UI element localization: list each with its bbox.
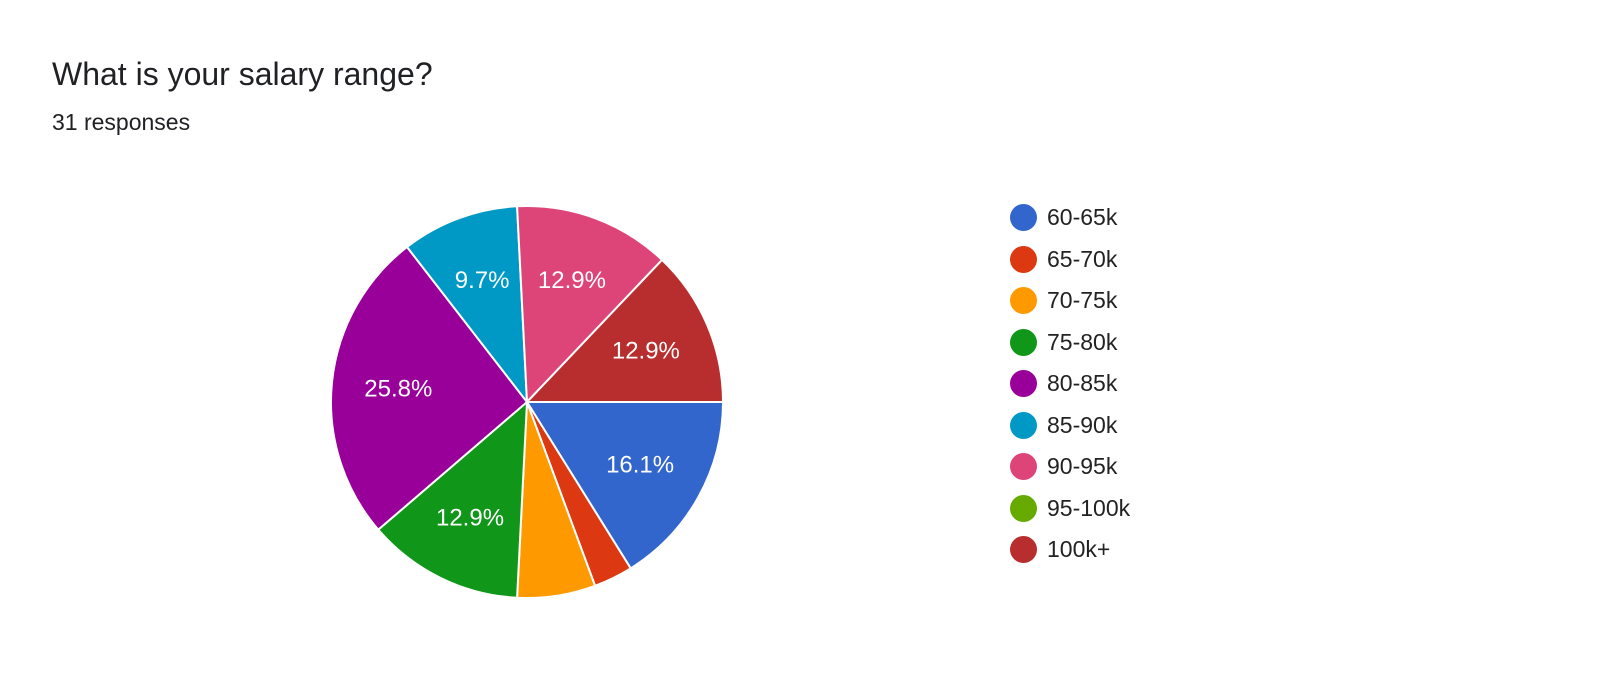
legend-label: 90-95k (1047, 453, 1118, 480)
pie-slice-60-65k (525, 401, 725, 570)
slice-label-85-90k: 9.7% (455, 267, 510, 294)
legend-label: 85-90k (1047, 411, 1118, 438)
slice-label-75-80k: 12.9% (436, 505, 504, 532)
legend-label: 100k+ (1047, 536, 1111, 563)
legend-swatch (1010, 411, 1037, 439)
legend-swatch (1010, 245, 1037, 273)
legend-label: 60-65k (1047, 204, 1118, 231)
legend-item-95-100k: 95-100k (1010, 488, 1130, 530)
legend-item-100k: 100k+ (1010, 529, 1130, 571)
legend-item-70-75k: 70-75k (1010, 280, 1130, 322)
slice-label-100k: 12.9% (612, 337, 680, 364)
legend-label: 75-80k (1047, 328, 1118, 355)
response-count: 31 responses (52, 109, 191, 135)
legend-item-75-80k: 75-80k (1010, 322, 1130, 364)
slice-label-60-65k: 16.1% (606, 451, 674, 478)
legend-item-60-65k: 60-65k (1010, 197, 1130, 239)
legend-label: 80-85k (1047, 370, 1118, 397)
legend-item-65-70k: 65-70k (1010, 239, 1130, 281)
legend-item-90-95k: 90-95k (1010, 446, 1130, 488)
legend-item-80-85k: 80-85k (1010, 363, 1130, 405)
question-title: What is your salary range? (52, 56, 433, 92)
pie-slice-85-90k (405, 205, 529, 406)
pie-slice-100k (524, 258, 725, 403)
slice-label-90-95k: 12.9% (538, 267, 606, 294)
legend-swatch (1010, 204, 1037, 232)
legend-swatch (1010, 494, 1037, 522)
pie-slice-90-95k (516, 205, 664, 405)
legend-label: 65-70k (1047, 245, 1118, 272)
legend-label: 70-75k (1047, 287, 1118, 314)
legend-swatch (1010, 453, 1037, 481)
legend-swatch (1010, 328, 1037, 356)
legend-label: 95-100k (1047, 494, 1131, 521)
legend-swatch (1010, 287, 1037, 315)
legend-swatch (1010, 536, 1037, 564)
pie-slice-80-85k (330, 245, 529, 532)
pie-slice-75-80k (376, 399, 529, 599)
legend-item-85-90k: 85-90k (1010, 405, 1130, 447)
legend-swatch (1010, 370, 1037, 398)
legend: 60-65k 65-70k 70-75k 75-80k 80-85k 85-90k 90-9… (1010, 197, 1130, 571)
slice-label-80-85k: 25.8% (364, 375, 432, 402)
